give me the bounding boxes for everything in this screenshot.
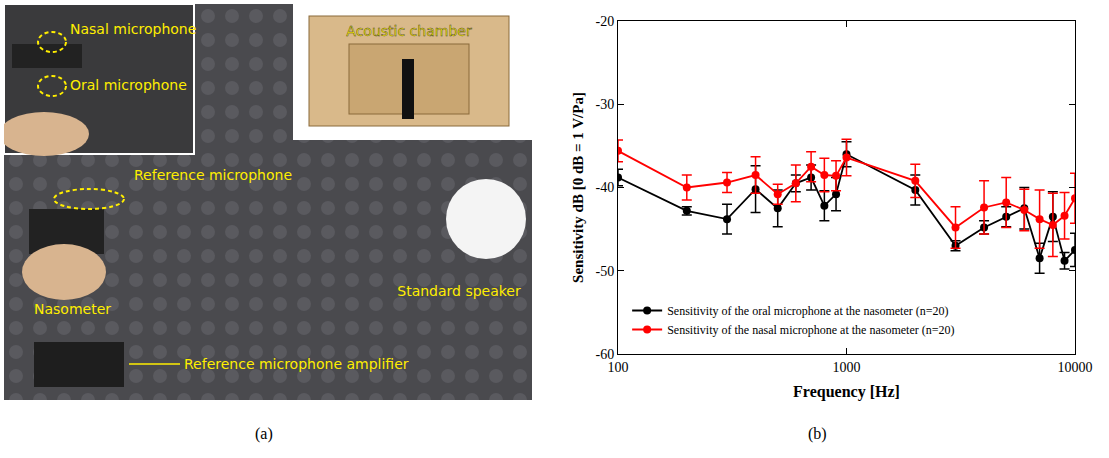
svg-text:-50: -50	[596, 264, 615, 279]
svg-text:Sensitivity of the oral microp: Sensitivity of the oral microphone at th…	[667, 304, 948, 318]
svg-text:100: 100	[608, 360, 629, 375]
svg-text:Reference microphone amplifier: Reference microphone amplifier	[184, 356, 409, 372]
svg-text:10000: 10000	[1058, 360, 1093, 375]
svg-text:Standard speaker: Standard speaker	[397, 283, 521, 299]
html-text:(b): (b)	[808, 425, 827, 442]
svg-text:Acoustic chamber: Acoustic chamber	[346, 23, 472, 39]
svg-text:Nasal microphone: Nasal microphone	[70, 21, 196, 37]
svg-text:-60: -60	[596, 347, 615, 362]
svg-text:-30: -30	[596, 97, 615, 112]
svg-text:Reference microphone: Reference microphone	[134, 167, 292, 183]
html-text:(a): (a)	[255, 425, 273, 442]
svg-text:-40: -40	[596, 180, 615, 195]
svg-text:Sensitivity of the nasal micro: Sensitivity of the nasal microphone at t…	[667, 323, 954, 337]
svg-text:Nasometer: Nasometer	[34, 301, 111, 317]
svg-text:1000: 1000	[833, 360, 861, 375]
svg-text:Sensitivity dB [0 dB = 1 V/Pa]: Sensitivity dB [0 dB = 1 V/Pa]	[570, 92, 586, 283]
svg-text:Oral microphone: Oral microphone	[70, 77, 187, 93]
svg-text:-20: -20	[596, 14, 615, 29]
svg-text:Frequency [Hz]: Frequency [Hz]	[793, 383, 900, 401]
